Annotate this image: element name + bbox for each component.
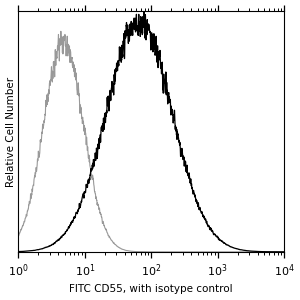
X-axis label: FITC CD55, with isotype control: FITC CD55, with isotype control xyxy=(69,284,233,294)
Y-axis label: Relative Cell Number: Relative Cell Number xyxy=(6,76,16,187)
